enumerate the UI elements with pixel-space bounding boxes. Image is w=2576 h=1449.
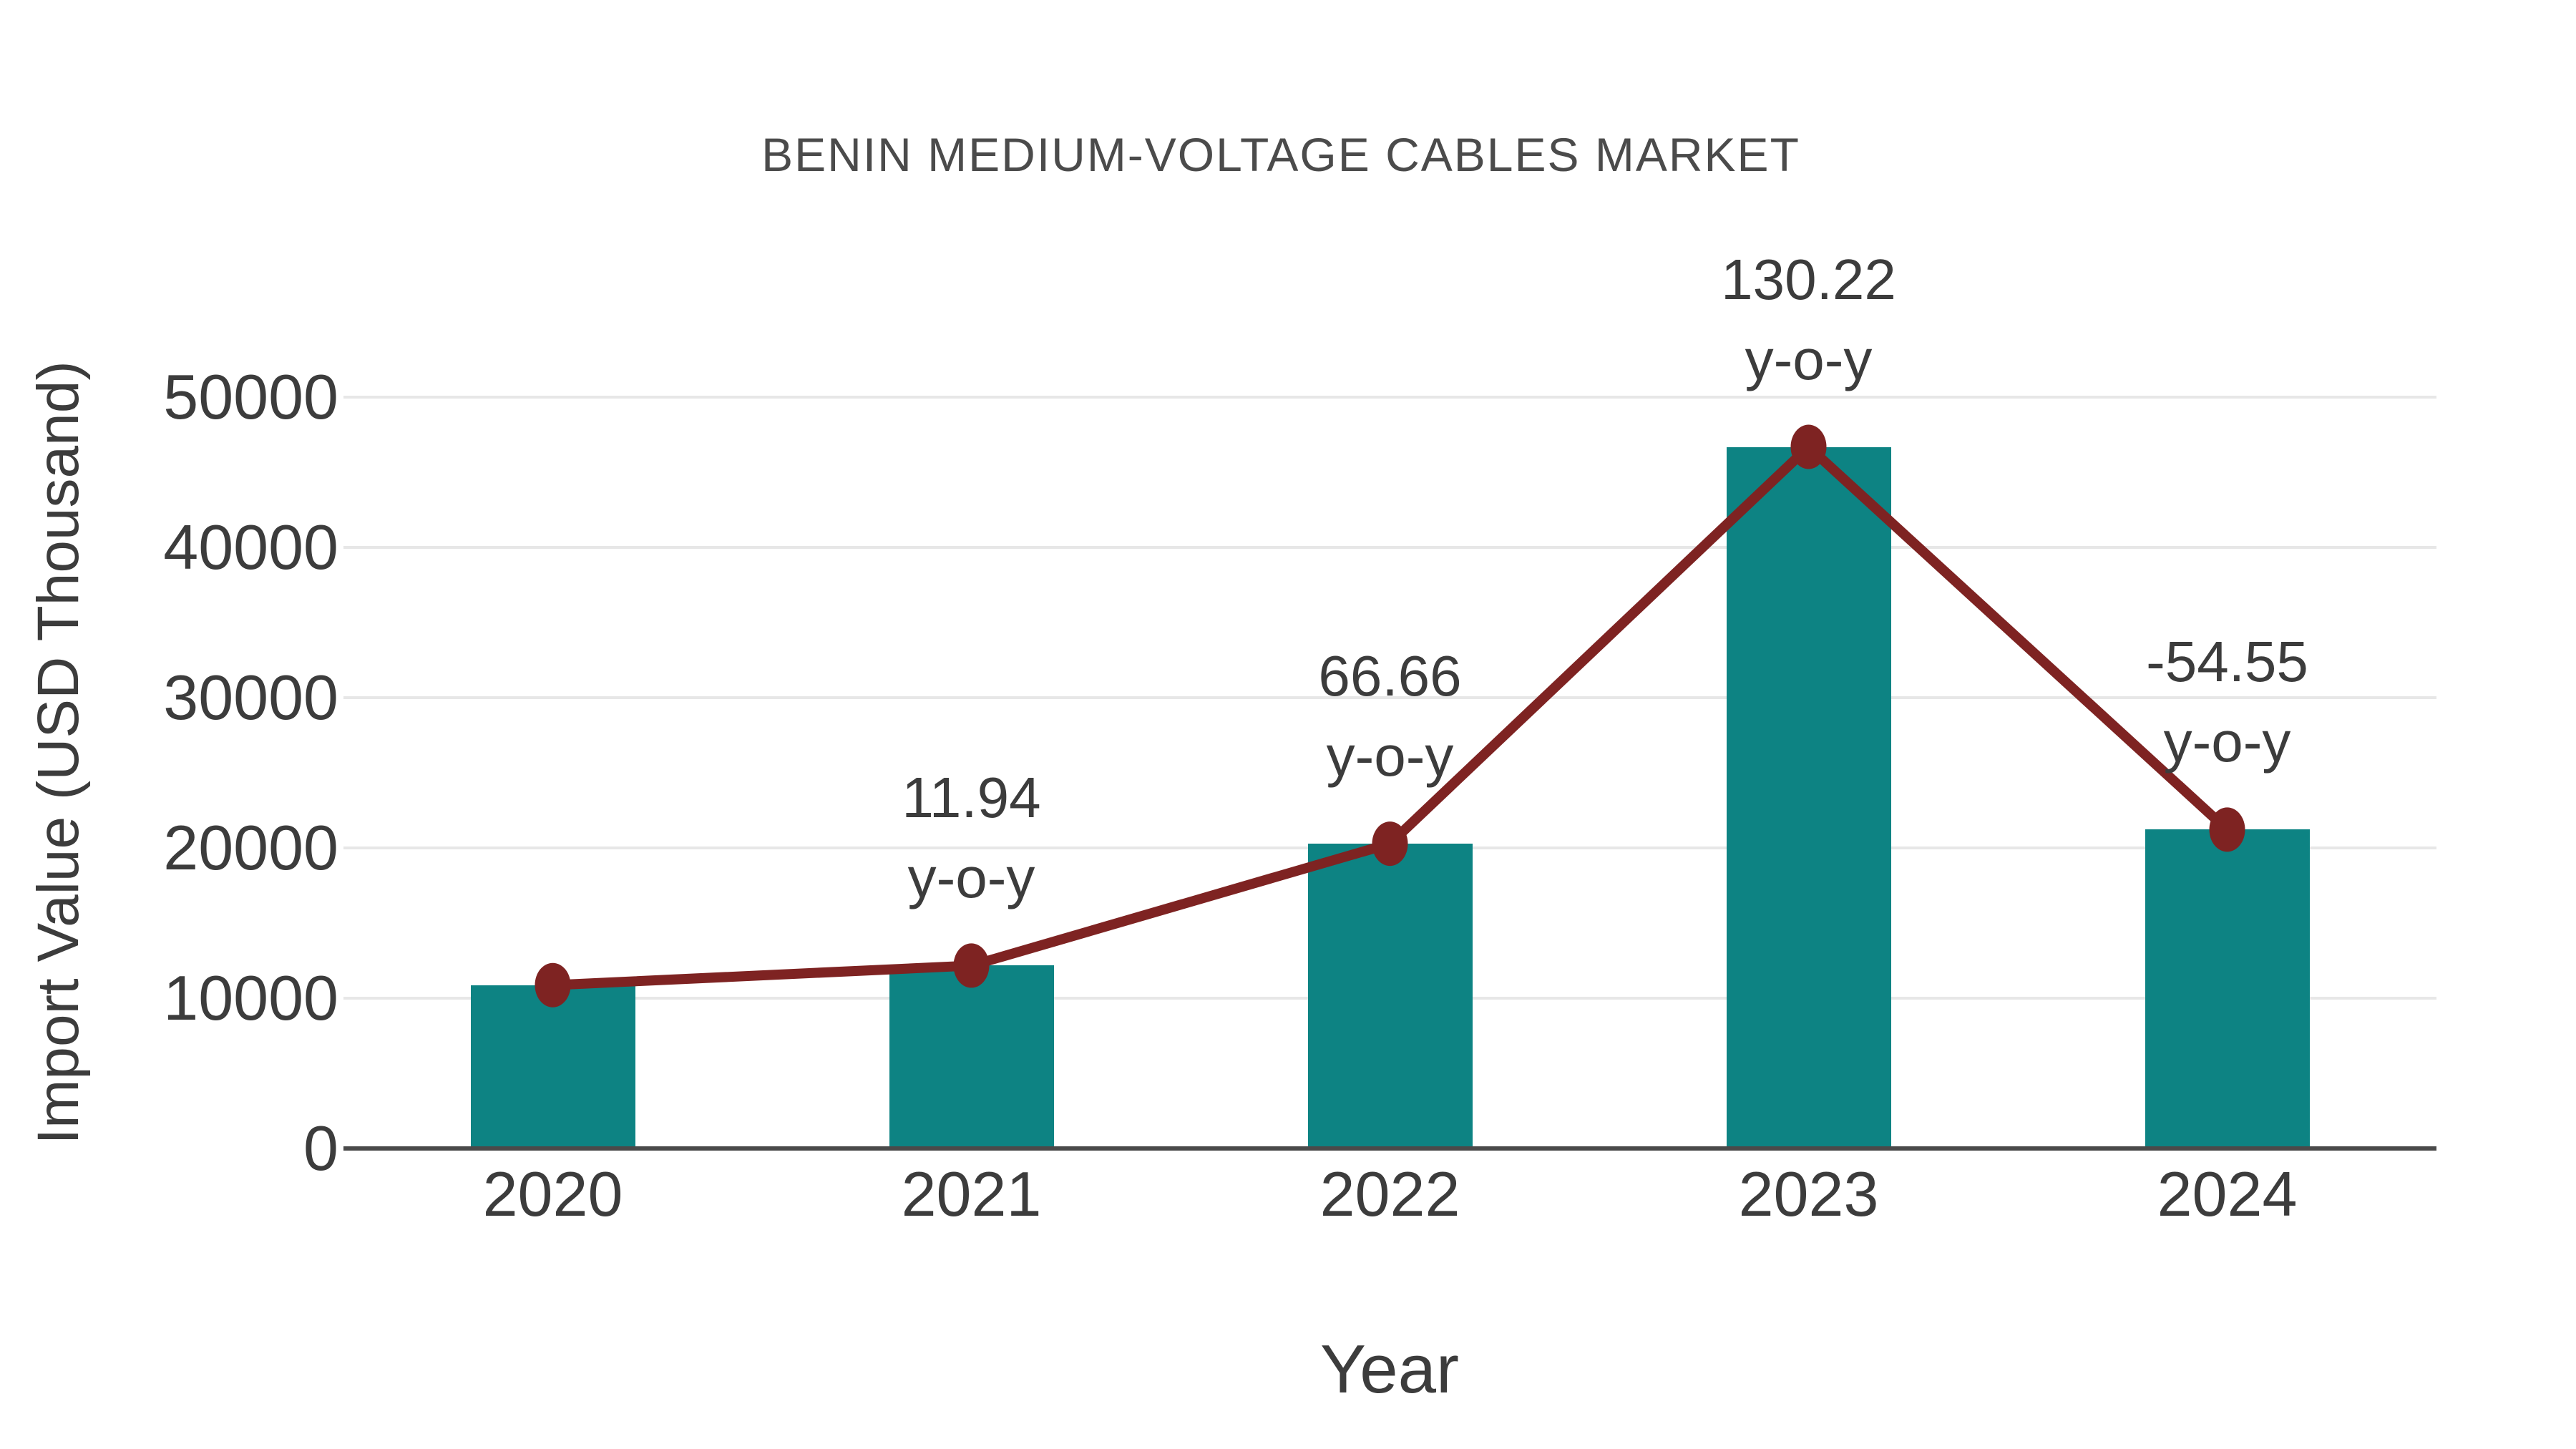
x-tick-label: 2024 xyxy=(2157,1158,2298,1229)
data-point-marker xyxy=(535,962,571,1008)
annotation-value: 130.22 xyxy=(1721,247,1896,311)
x-axis-line xyxy=(343,1146,2436,1151)
yoy-annotation: 66.66 y-o-y xyxy=(1318,636,1461,796)
bar xyxy=(2145,829,2310,1148)
y-tick-label: 10000 xyxy=(163,962,338,1033)
y-tick-label: 40000 xyxy=(163,512,338,582)
gridline xyxy=(343,696,2436,699)
x-tick-label: 2022 xyxy=(1319,1158,1460,1229)
bar xyxy=(889,965,1054,1148)
annotation-suffix: y-o-y xyxy=(907,846,1035,910)
data-point-marker xyxy=(1790,424,1827,469)
yoy-annotation: -54.55 y-o-y xyxy=(2146,622,2308,782)
annotation-suffix: y-o-y xyxy=(2163,710,2291,774)
annotation-value: 66.66 xyxy=(1318,644,1462,708)
annotation-suffix: y-o-y xyxy=(1745,327,1873,391)
y-tick-label: 20000 xyxy=(163,812,338,883)
bar xyxy=(470,985,635,1148)
yoy-annotation: 130.22 y-o-y xyxy=(1721,240,1896,400)
annotation-value: 11.94 xyxy=(902,766,1041,830)
annotation-value: -54.55 xyxy=(2146,630,2308,694)
y-tick-label: 50000 xyxy=(163,361,338,432)
y-tick-label: 30000 xyxy=(163,662,338,733)
annotation-suffix: y-o-y xyxy=(1326,724,1454,789)
bar xyxy=(1307,844,1473,1148)
bar xyxy=(1726,447,1891,1148)
gridline xyxy=(343,396,2436,399)
data-point-marker xyxy=(1372,821,1408,867)
x-tick-label: 2020 xyxy=(482,1158,623,1229)
data-point-marker xyxy=(953,943,990,988)
data-point-marker xyxy=(2209,807,2245,852)
y-tick-label: 0 xyxy=(303,1113,338,1184)
x-tick-label: 2021 xyxy=(901,1158,1042,1229)
yoy-annotation: 11.94 y-o-y xyxy=(902,758,1040,918)
x-tick-label: 2023 xyxy=(1738,1158,1879,1229)
chart-title: BENIN MEDIUM-VOLTAGE CABLES MARKET xyxy=(761,128,1800,181)
x-axis-title: Year xyxy=(1320,1331,1459,1407)
gridline xyxy=(343,546,2436,549)
